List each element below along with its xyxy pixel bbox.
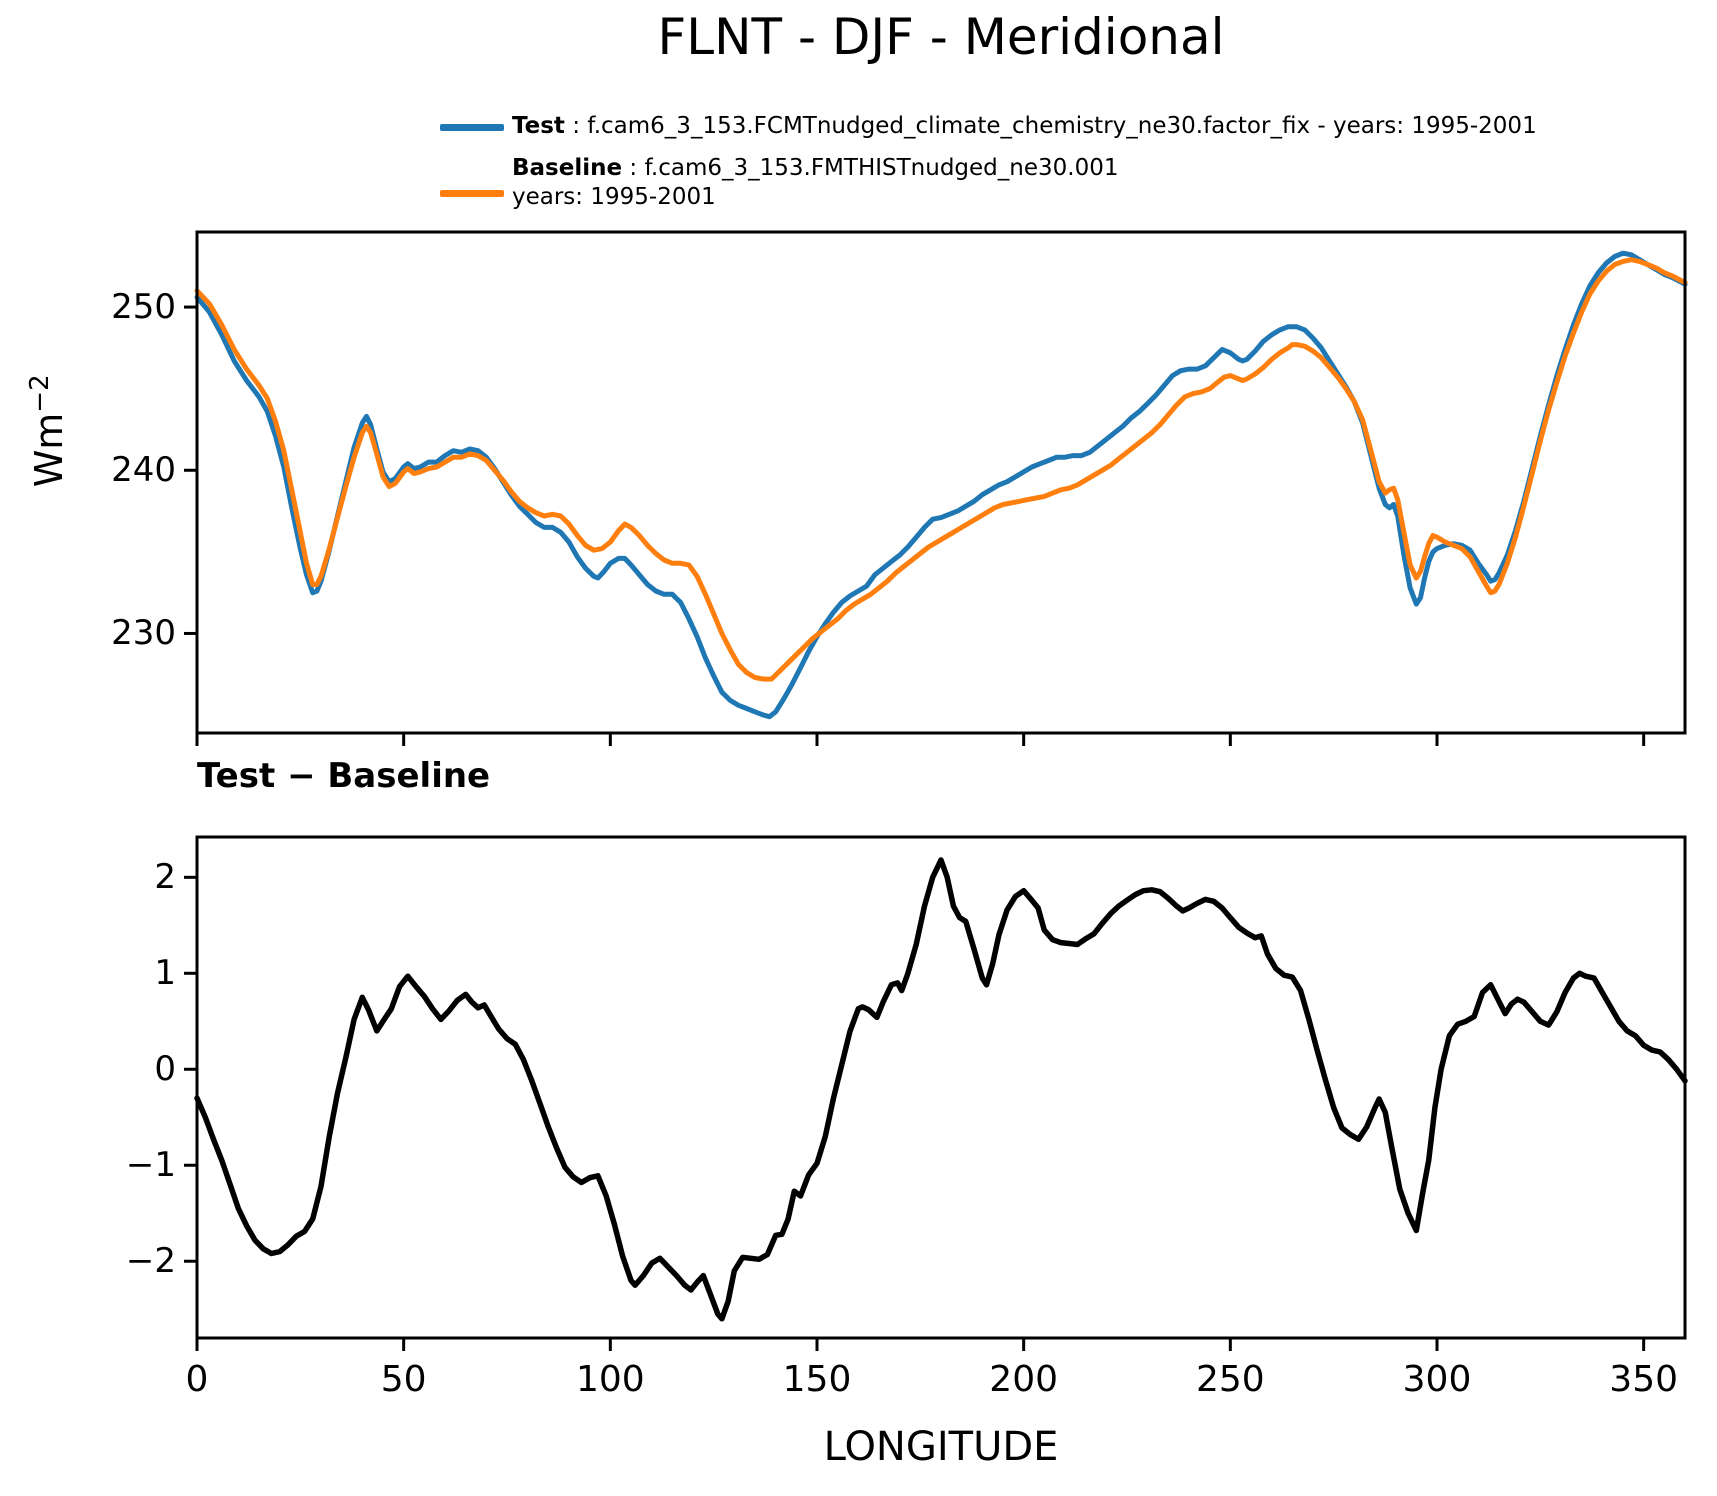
- y-tick-label: −2: [125, 1241, 176, 1282]
- x-tick-label: 150: [782, 1359, 852, 1400]
- diff-chart-panel: [184, 835, 1688, 1351]
- legend-label-baseline: Baseline : f.cam6_3_153.FMTHISTnudged_ne…: [512, 154, 1118, 212]
- x-tick-label: 350: [1609, 1359, 1679, 1400]
- y-tick-label: 1: [154, 953, 176, 994]
- axes-spines: [195, 835, 1687, 1340]
- x-tick-label: 200: [989, 1359, 1059, 1400]
- axes-spines: [195, 230, 1687, 735]
- x-tick-label: 50: [380, 1359, 427, 1400]
- x-tick-label: 0: [185, 1359, 209, 1400]
- y-tick-label: 0: [154, 1049, 176, 1090]
- baseline-line-swatch: [440, 190, 504, 197]
- top-chart-panel: [184, 230, 1688, 746]
- x-axis-label: LONGITUDE: [823, 1424, 1059, 1470]
- y-axis-label: Wm−2: [25, 371, 71, 491]
- y-tick-label: 250: [111, 287, 176, 328]
- legend-label-test-text: f.cam6_3_153.FCMTnudged_climate_chemistr…: [587, 113, 1537, 139]
- diff-panel-title: Test − Baseline: [197, 756, 491, 796]
- legend-label-baseline-bold: Baseline: [512, 155, 623, 181]
- y-tick-label: 230: [111, 613, 176, 654]
- y-tick-label: 240: [111, 450, 176, 491]
- test-line-swatch: [440, 124, 504, 131]
- x-tick-label: 300: [1402, 1359, 1472, 1400]
- legend-label-baseline-line2: years: 1995-2001: [512, 184, 716, 210]
- series-line-test: [194, 250, 1688, 720]
- y-tick-label: 2: [154, 857, 176, 898]
- y-tick-label: −1: [125, 1145, 176, 1186]
- legend-label-test: Test : f.cam6_3_153.FCMTnudged_climate_c…: [512, 112, 1537, 141]
- x-tick-label: 100: [575, 1359, 645, 1400]
- legend-label-baseline-sep: :: [622, 155, 645, 181]
- series-line-test-minus-baseline: [194, 857, 1688, 1322]
- legend-label-baseline-text: f.cam6_3_153.FMTHISTnudged_ne30.001: [644, 155, 1119, 181]
- figure-title: FLNT - DJF - Meridional: [657, 8, 1225, 66]
- chart-canvas: [184, 230, 1688, 746]
- y-axis-label-base: Wm: [26, 412, 71, 488]
- legend-label-test-bold: Test: [512, 113, 565, 139]
- x-tick-label: 250: [1195, 1359, 1265, 1400]
- legend-label-test-sep: :: [564, 113, 588, 139]
- y-axis-label-exponent: −2: [25, 374, 56, 413]
- chart-canvas: [184, 835, 1688, 1351]
- series-line-baseline: [194, 257, 1688, 682]
